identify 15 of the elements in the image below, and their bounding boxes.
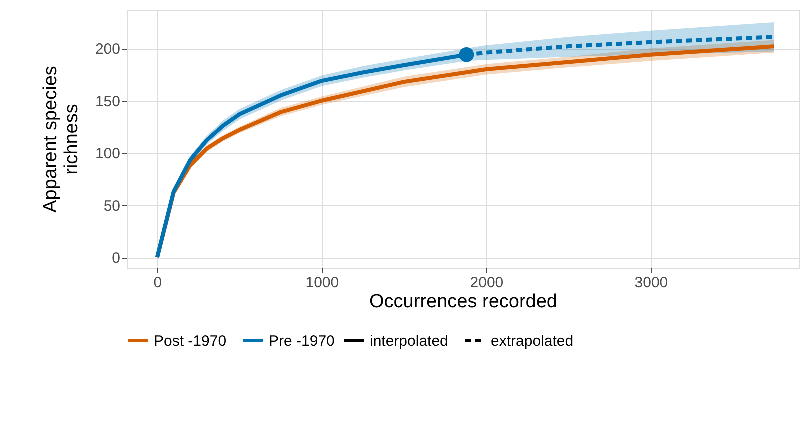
- y-tick-label: 0: [112, 250, 120, 268]
- legend-label: Pre -1970: [269, 332, 335, 350]
- y-tick-label: 150: [95, 93, 120, 110]
- y-tick-label: 50: [104, 198, 120, 215]
- y-tick-label: 100: [95, 146, 120, 163]
- y-tick-label: 200: [95, 41, 120, 58]
- x-tick-label: 1000: [306, 274, 340, 292]
- x-tick-label: 2000: [470, 274, 504, 292]
- legend-label: Post -1970: [154, 332, 227, 350]
- x-tick-label: 0: [154, 274, 162, 292]
- text: extrapolated: [491, 332, 574, 350]
- text: interpolated: [370, 332, 448, 350]
- x-axis-title: Occurrences recorded: [370, 292, 558, 312]
- y-axis-title: Apparent species richness: [40, 66, 82, 213]
- x-tick-label: 3000: [634, 274, 668, 292]
